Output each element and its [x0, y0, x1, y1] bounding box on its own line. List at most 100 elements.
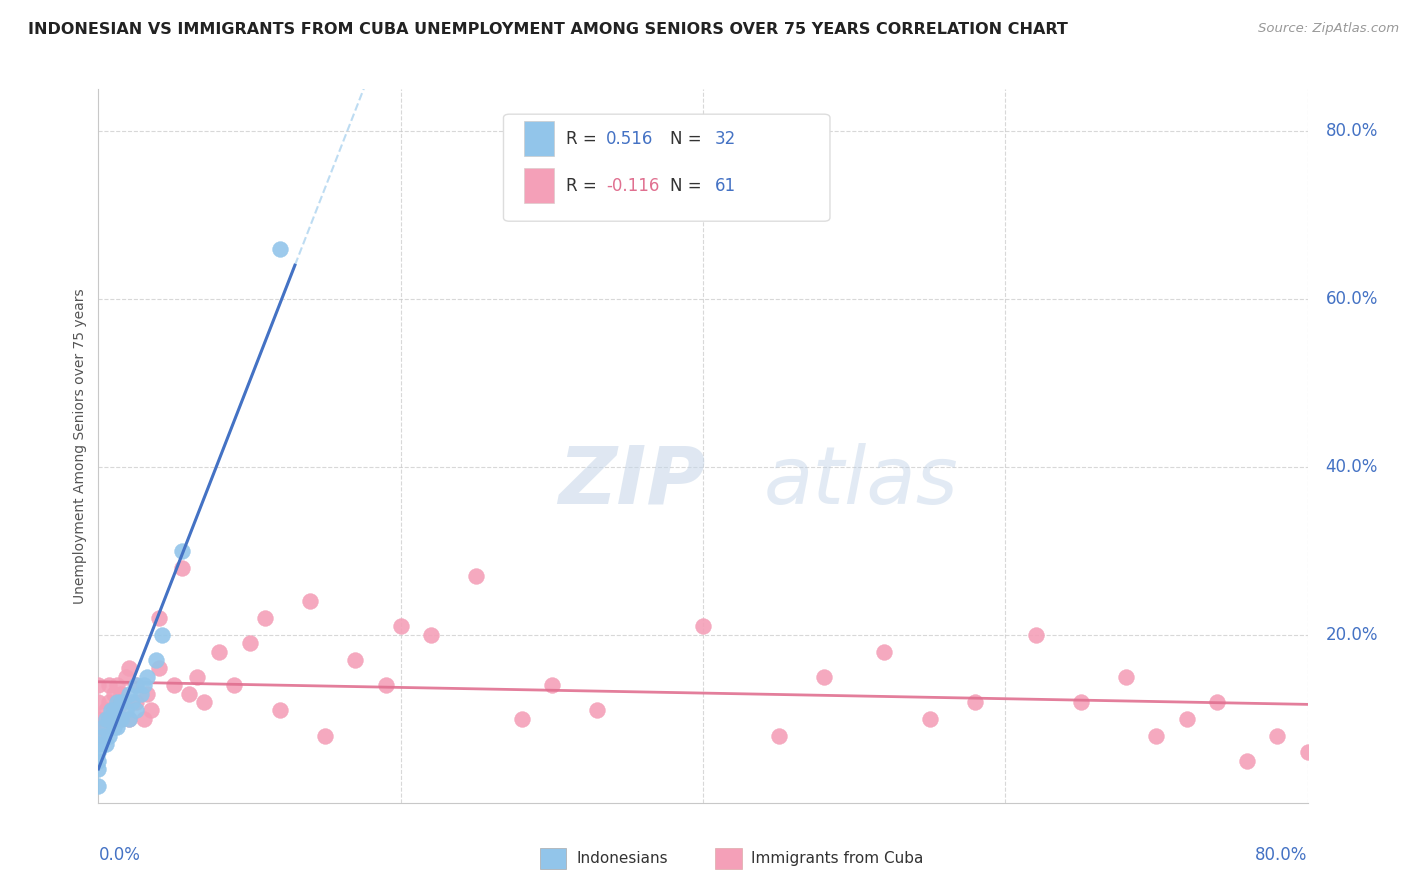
Point [389, 619, 412, 633]
Point [94, 712, 117, 726]
Point [98, 678, 121, 692]
Point [98, 695, 121, 709]
Point [87, 737, 110, 751]
Point [186, 670, 208, 684]
Point [110, 687, 132, 701]
Text: 0.0%: 0.0% [98, 846, 141, 863]
Y-axis label: Unemployment Among Seniors over 75 years: Unemployment Among Seniors over 75 years [73, 288, 87, 604]
Point [103, 703, 125, 717]
Point [125, 695, 148, 709]
Point [163, 678, 186, 692]
Point [179, 687, 201, 701]
Text: R =: R = [567, 177, 602, 194]
Point [150, 628, 173, 642]
Point [193, 695, 215, 709]
Point [121, 695, 143, 709]
Point [224, 678, 246, 692]
Point [510, 712, 533, 726]
Point [110, 712, 132, 726]
Point [100, 703, 122, 717]
Point [918, 712, 941, 726]
Point [269, 242, 291, 256]
Point [118, 712, 141, 726]
Point [135, 670, 157, 684]
Point [98, 712, 121, 726]
Point [148, 611, 170, 625]
Point [103, 720, 125, 734]
Text: Source: ZipAtlas.com: Source: ZipAtlas.com [1258, 22, 1399, 36]
Point [1070, 695, 1092, 709]
Point [586, 703, 609, 717]
Text: N =: N = [671, 177, 707, 194]
Point [129, 687, 152, 701]
Point [125, 678, 148, 692]
Text: 20.0%: 20.0% [1326, 626, 1378, 644]
Point [239, 636, 262, 650]
Point [1206, 695, 1229, 709]
Point [170, 560, 193, 574]
Point [148, 661, 170, 675]
Point [1144, 729, 1167, 743]
Text: 0.516: 0.516 [606, 129, 654, 147]
FancyBboxPatch shape [503, 114, 830, 221]
Point [94, 703, 117, 717]
Text: Indonesians: Indonesians [576, 851, 668, 866]
Point [465, 569, 488, 583]
Point [91, 729, 114, 743]
Text: -0.116: -0.116 [606, 177, 659, 194]
Point [965, 695, 987, 709]
Point [112, 695, 135, 709]
FancyBboxPatch shape [524, 169, 554, 202]
Point [132, 712, 155, 726]
Point [269, 703, 291, 717]
Text: 61: 61 [716, 177, 737, 194]
Point [87, 678, 110, 692]
Point [540, 678, 562, 692]
Text: R =: R = [567, 129, 602, 147]
Point [105, 695, 128, 709]
Point [114, 703, 136, 717]
Point [107, 695, 129, 709]
Text: atlas: atlas [763, 442, 959, 521]
Point [125, 703, 148, 717]
Text: INDONESIAN VS IMMIGRANTS FROM CUBA UNEMPLOYMENT AMONG SENIORS OVER 75 YEARS CORR: INDONESIAN VS IMMIGRANTS FROM CUBA UNEMP… [28, 22, 1069, 37]
Point [87, 746, 110, 760]
Point [103, 712, 125, 726]
Point [87, 729, 110, 743]
Point [87, 754, 110, 768]
Point [94, 737, 117, 751]
Point [170, 544, 193, 558]
Point [1115, 670, 1137, 684]
FancyBboxPatch shape [716, 847, 742, 869]
Point [692, 619, 714, 633]
Point [114, 670, 136, 684]
Point [253, 611, 276, 625]
Text: 32: 32 [716, 129, 737, 147]
Point [299, 594, 322, 608]
Point [873, 645, 896, 659]
Point [1175, 712, 1198, 726]
Point [87, 695, 110, 709]
Point [1267, 729, 1289, 743]
Point [110, 712, 132, 726]
Point [132, 678, 155, 692]
Text: 80.0%: 80.0% [1256, 846, 1308, 863]
Point [374, 678, 396, 692]
Point [314, 729, 336, 743]
Point [813, 670, 835, 684]
Point [91, 720, 114, 734]
Point [1296, 746, 1319, 760]
Text: ZIP: ZIP [558, 442, 706, 521]
Text: 60.0%: 60.0% [1326, 290, 1378, 308]
Point [87, 762, 110, 776]
Point [1024, 628, 1046, 642]
Point [1236, 754, 1258, 768]
Point [87, 712, 110, 726]
Point [768, 729, 790, 743]
FancyBboxPatch shape [540, 847, 567, 869]
Point [125, 678, 148, 692]
Point [118, 661, 141, 675]
Point [91, 720, 114, 734]
Text: Immigrants from Cuba: Immigrants from Cuba [751, 851, 924, 866]
Point [344, 653, 367, 667]
